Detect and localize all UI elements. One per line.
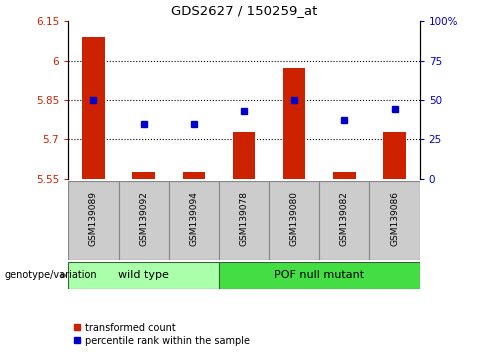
Bar bbox=[333, 172, 356, 179]
Bar bbox=[82, 37, 105, 179]
Bar bbox=[219, 262, 420, 289]
Bar bbox=[269, 181, 319, 260]
Bar bbox=[119, 181, 169, 260]
Text: GSM139080: GSM139080 bbox=[290, 191, 299, 246]
Text: GSM139086: GSM139086 bbox=[390, 191, 399, 246]
Legend: transformed count, percentile rank within the sample: transformed count, percentile rank withi… bbox=[73, 323, 250, 346]
Title: GDS2627 / 150259_at: GDS2627 / 150259_at bbox=[171, 4, 317, 17]
Text: genotype/variation: genotype/variation bbox=[5, 270, 98, 280]
Text: GSM139092: GSM139092 bbox=[139, 191, 148, 246]
Bar bbox=[383, 131, 406, 179]
Text: POF null mutant: POF null mutant bbox=[274, 270, 365, 280]
Text: GSM139094: GSM139094 bbox=[189, 191, 198, 246]
Bar bbox=[369, 181, 420, 260]
Text: GSM139082: GSM139082 bbox=[340, 191, 349, 246]
Text: GSM139089: GSM139089 bbox=[89, 191, 98, 246]
Bar bbox=[233, 131, 255, 179]
Text: GSM139078: GSM139078 bbox=[240, 191, 248, 246]
Bar bbox=[183, 172, 205, 179]
Bar bbox=[319, 181, 369, 260]
Bar bbox=[68, 262, 219, 289]
Bar bbox=[283, 68, 305, 179]
Bar bbox=[169, 181, 219, 260]
Bar bbox=[219, 181, 269, 260]
Text: wild type: wild type bbox=[118, 270, 169, 280]
Bar bbox=[132, 172, 155, 179]
Bar bbox=[68, 181, 119, 260]
